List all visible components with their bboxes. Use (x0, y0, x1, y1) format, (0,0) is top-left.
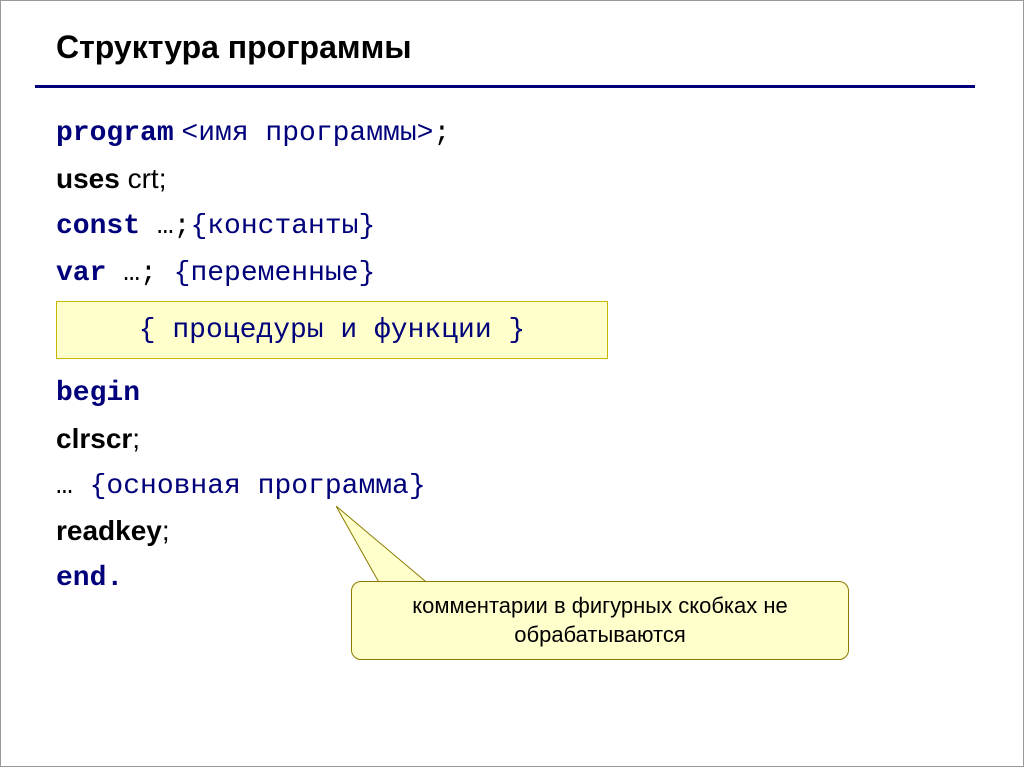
kw-program: program (56, 118, 174, 149)
code-block: program <имя программы>; uses crt; const… (56, 109, 956, 602)
readkey-semi: ; (162, 515, 170, 546)
comment-const: {константы} (190, 211, 375, 242)
callout-box: комментарии в фигурных скобках не обраба… (351, 581, 849, 660)
kw-uses: uses (56, 163, 120, 194)
comment-var: {переменные} (174, 258, 376, 289)
comment-main: {основная программа} (90, 471, 426, 502)
main-dots: … (56, 471, 90, 502)
semi: ; (433, 118, 450, 149)
kw-var: var (56, 258, 106, 289)
slide: Структура программы program <имя програм… (0, 0, 1024, 767)
uses-value: crt; (120, 163, 167, 194)
kw-const: const (56, 211, 140, 242)
title-rule (35, 85, 975, 88)
const-rest: …; (140, 211, 190, 242)
comment-procs: { процедуры и функции } (139, 315, 525, 346)
stmt-readkey: readkey (56, 515, 162, 546)
kw-end: end. (56, 563, 123, 594)
placeholder-program-name: <имя программы> (181, 118, 433, 149)
var-rest: …; (106, 258, 173, 289)
slide-title: Структура программы (56, 29, 412, 66)
clrscr-semi: ; (132, 423, 140, 454)
kw-begin: begin (56, 378, 140, 409)
stmt-clrscr: clrscr (56, 423, 132, 454)
highlight-procs: { процедуры и функции } (56, 301, 608, 359)
